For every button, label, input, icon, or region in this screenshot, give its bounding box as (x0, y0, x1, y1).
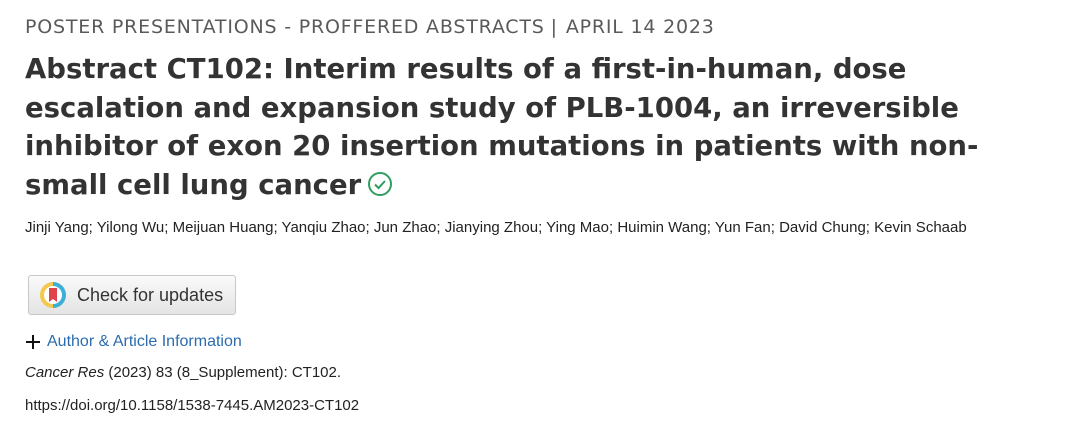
check-updates-button[interactable]: Check for updates (28, 275, 236, 315)
citation: Cancer Res (2023) 83 (8_Supplement): CT1… (25, 364, 341, 381)
date: APRIL 14 2023 (565, 16, 715, 38)
author-info-link[interactable]: Author & Article Information (47, 333, 242, 350)
section-label: POSTER PRESENTATIONS - PROFFERED ABSTRAC… (25, 16, 545, 38)
check-updates-label: Check for updates (77, 284, 224, 305)
author-info-row[interactable]: Author & Article Information (25, 333, 242, 351)
header: POSTER PRESENTATIONS - PROFFERED ABSTRAC… (25, 16, 715, 38)
citation-details: (2023) 83 (8_Supplement): CT102. (108, 364, 342, 381)
authors: Jinji Yang; Yilong Wu; Meijuan Huang; Ya… (25, 219, 967, 236)
crossmark-icon (40, 282, 66, 308)
journal: Cancer Res (25, 364, 105, 381)
doi: https://doi.org/10.1158/1538-7445.AM2023… (25, 397, 360, 414)
title-block: Abstract CT102: Interim results of a fir… (25, 50, 1055, 204)
separator: | (550, 16, 558, 38)
plus-icon (26, 335, 40, 349)
article-title: Abstract CT102: Interim results of a fir… (25, 53, 979, 201)
verified-icon (368, 171, 393, 196)
